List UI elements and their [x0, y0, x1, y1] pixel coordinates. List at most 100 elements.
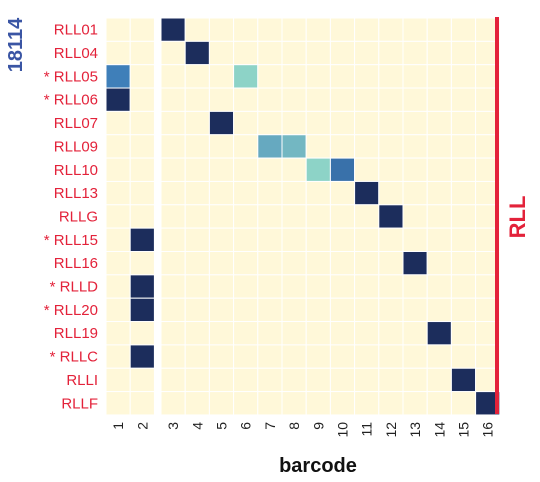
heatmap-cell	[161, 111, 185, 134]
heatmap-cell	[330, 392, 354, 415]
heatmap-cell	[161, 392, 185, 415]
column-label: 7	[262, 422, 278, 430]
heatmap-cell	[403, 88, 427, 111]
heatmap-cell	[330, 135, 354, 158]
row-label: RLL13	[54, 185, 98, 202]
heatmap-cell	[451, 181, 475, 204]
column-label: 9	[310, 422, 326, 430]
heatmap-cell	[355, 135, 379, 158]
heatmap-cell	[330, 88, 354, 111]
heatmap-cell	[427, 368, 451, 391]
heatmap-cell	[209, 345, 233, 368]
row-label: RLL19	[54, 325, 98, 342]
heatmap-cell	[282, 345, 306, 368]
heatmap-cell	[185, 158, 209, 181]
heatmap-cell	[130, 392, 154, 415]
heatmap-cell	[282, 322, 306, 345]
heatmap-cell	[306, 228, 330, 251]
heatmap-cell	[258, 88, 282, 111]
heatmap-cell	[234, 345, 258, 368]
heatmap-cell	[427, 392, 451, 415]
heatmap-cell	[282, 228, 306, 251]
heatmap-cell	[185, 88, 209, 111]
heatmap-cell	[106, 322, 130, 345]
heatmap-cell	[306, 392, 330, 415]
heatmap-cell	[258, 181, 282, 204]
heatmap-cell-filled	[106, 88, 130, 111]
heatmap-cell	[209, 368, 233, 391]
heatmap-cell	[355, 205, 379, 228]
heatmap-cell	[427, 205, 451, 228]
heatmap-cell	[106, 345, 130, 368]
heatmap-cell	[106, 275, 130, 298]
heatmap-cell	[379, 298, 403, 321]
row-label: * RLL05	[44, 68, 98, 85]
heatmap-cell	[306, 111, 330, 134]
heatmap-cell	[130, 18, 154, 41]
heatmap-cell	[106, 368, 130, 391]
heatmap-cell	[209, 392, 233, 415]
heatmap-cell	[106, 41, 130, 64]
heatmap-cell	[427, 181, 451, 204]
heatmap-cell	[185, 65, 209, 88]
heatmap-cell	[209, 252, 233, 275]
heatmap-cell	[161, 205, 185, 228]
heatmap-cell	[185, 252, 209, 275]
column-label: 12	[383, 422, 399, 438]
row-label: RLL10	[54, 162, 98, 179]
heatmap-cell	[355, 18, 379, 41]
row-label: RLL09	[54, 138, 98, 155]
heatmap-cell	[451, 298, 475, 321]
heatmap-cell	[130, 88, 154, 111]
heatmap-cell	[185, 275, 209, 298]
column-label: 16	[480, 422, 496, 438]
column-label: 14	[431, 422, 447, 438]
row-label: RLLF	[61, 395, 98, 412]
heatmap-cell	[161, 41, 185, 64]
heatmap-cell	[403, 298, 427, 321]
heatmap-cell	[185, 228, 209, 251]
heatmap-cell-filled	[130, 345, 154, 368]
heatmap-cell-filled	[451, 368, 475, 391]
heatmap-cell	[379, 275, 403, 298]
heatmap-cell	[451, 88, 475, 111]
heatmap-cell	[306, 252, 330, 275]
heatmap-cell	[427, 88, 451, 111]
group-label: RLL	[505, 196, 530, 239]
heatmap-cell	[403, 368, 427, 391]
heatmap-cell	[258, 41, 282, 64]
row-label: RLL04	[54, 45, 98, 62]
heatmap-cell-filled	[403, 252, 427, 275]
heatmap-cell	[161, 252, 185, 275]
heatmap-cell-filled	[282, 135, 306, 158]
heatmap-cell	[306, 298, 330, 321]
heatmap-cell	[330, 18, 354, 41]
heatmap-cell	[282, 298, 306, 321]
heatmap-cell-filled	[234, 65, 258, 88]
sample-label: 18114	[5, 17, 27, 72]
heatmap-cell	[403, 18, 427, 41]
heatmap-cell-filled	[330, 158, 354, 181]
heatmap-cell	[234, 111, 258, 134]
heatmap-cell	[451, 18, 475, 41]
heatmap-cell	[282, 158, 306, 181]
heatmap-cell	[427, 228, 451, 251]
heatmap-cell	[258, 275, 282, 298]
heatmap-cell-filled	[379, 205, 403, 228]
heatmap-cell	[185, 205, 209, 228]
heatmap-cell	[355, 252, 379, 275]
heatmap-cell	[106, 205, 130, 228]
heatmap-cell	[161, 298, 185, 321]
heatmap-cell-filled	[130, 298, 154, 321]
row-label: RLL07	[54, 115, 98, 132]
heatmap-cell	[451, 322, 475, 345]
heatmap-cell	[234, 322, 258, 345]
heatmap-cell	[185, 111, 209, 134]
heatmap-cell	[427, 298, 451, 321]
heatmap-cell	[209, 298, 233, 321]
heatmap-cell	[130, 135, 154, 158]
heatmap-cell	[427, 41, 451, 64]
heatmap-cell	[427, 135, 451, 158]
heatmap-cell	[282, 111, 306, 134]
